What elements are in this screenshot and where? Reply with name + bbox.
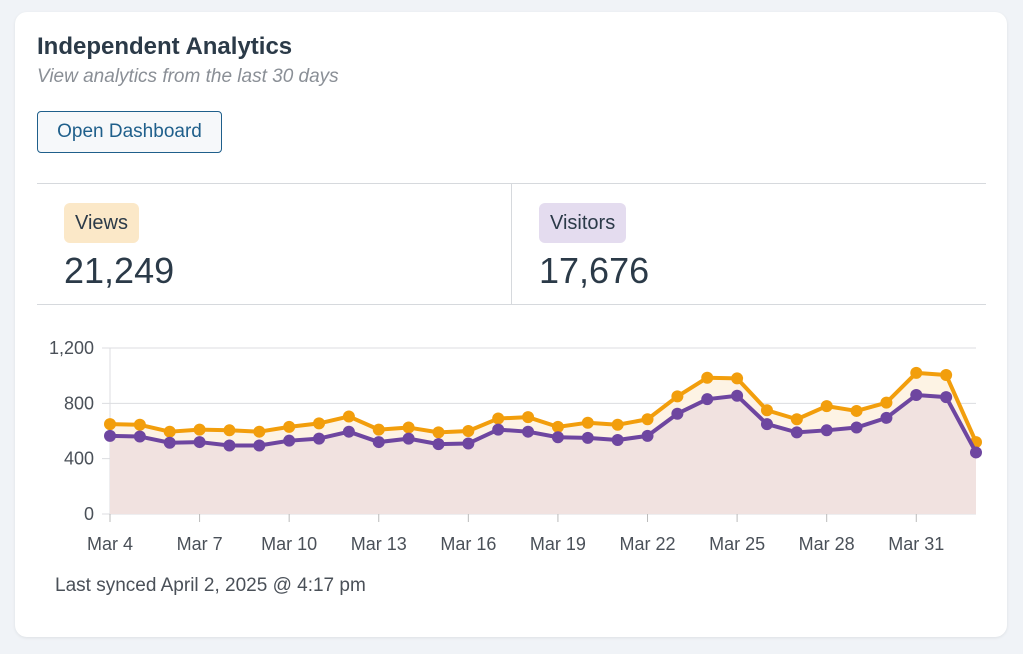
point-visitors [492, 423, 505, 436]
last-synced-text: Last synced April 2, 2025 @ 4:17 pm [55, 575, 366, 596]
point-views [163, 425, 176, 438]
point-visitors [372, 436, 385, 449]
visitors-value: 17,676 [539, 250, 650, 291]
point-visitors [910, 389, 923, 402]
point-visitors [223, 439, 236, 452]
point-views [372, 423, 385, 436]
point-visitors [551, 431, 564, 444]
open-dashboard-button[interactable]: Open Dashboard [37, 111, 222, 153]
views-value: 21,249 [64, 250, 175, 291]
point-visitors [313, 432, 326, 445]
point-views [581, 416, 594, 429]
views-badge: Views [64, 203, 139, 243]
point-visitors [820, 424, 833, 437]
point-views [522, 411, 535, 424]
x-tick-label: Mar 22 [620, 534, 676, 554]
point-views [253, 425, 266, 438]
views-stat: Views 21,249 [37, 184, 511, 304]
point-views [313, 417, 326, 430]
point-visitors [193, 436, 206, 449]
point-views [880, 396, 893, 409]
visitors-badge: Visitors [539, 203, 627, 243]
x-tick-label: Mar 31 [888, 534, 944, 554]
x-tick-label: Mar 19 [530, 534, 586, 554]
point-visitors [402, 432, 415, 445]
point-views [283, 420, 296, 433]
point-visitors [253, 439, 266, 452]
point-visitors [462, 437, 475, 450]
point-views [223, 424, 236, 437]
point-views [133, 418, 146, 431]
point-views [342, 410, 355, 423]
y-tick-label: 0 [84, 504, 94, 524]
x-tick-label: Mar 10 [261, 534, 317, 554]
point-visitors [611, 433, 624, 446]
x-tick-label: Mar 25 [709, 534, 765, 554]
point-views [193, 423, 206, 436]
point-views [462, 425, 475, 437]
point-views [731, 372, 744, 385]
point-visitors [522, 425, 535, 438]
point-visitors [790, 426, 803, 439]
point-visitors [850, 421, 863, 434]
point-visitors [760, 418, 773, 431]
point-visitors [880, 411, 893, 424]
point-views [104, 418, 116, 431]
point-views [790, 413, 803, 426]
point-views [402, 421, 415, 434]
point-visitors [701, 393, 714, 406]
x-tick-label: Mar 7 [177, 534, 223, 554]
x-tick-label: Mar 28 [799, 534, 855, 554]
y-tick-label: 400 [64, 449, 94, 469]
point-views [492, 412, 505, 425]
point-views [641, 413, 654, 426]
point-views [910, 366, 923, 379]
point-views [760, 404, 773, 417]
visitors-stat: Visitors 17,676 [511, 184, 986, 304]
point-views [551, 420, 564, 433]
point-visitors [970, 446, 982, 459]
point-visitors [104, 429, 116, 442]
point-visitors [581, 431, 594, 444]
point-visitors [342, 425, 355, 438]
point-visitors [671, 407, 684, 420]
x-tick-label: Mar 4 [87, 534, 133, 554]
point-views [671, 390, 684, 403]
stats-row: Views 21,249 Visitors 17,676 [37, 183, 986, 305]
point-visitors [940, 391, 953, 404]
point-views [432, 426, 445, 439]
point-visitors [133, 430, 146, 443]
point-visitors [641, 429, 654, 442]
point-visitors [731, 389, 744, 402]
analytics-widget: Independent Analytics View analytics fro… [15, 12, 1007, 637]
x-tick-label: Mar 13 [351, 534, 407, 554]
y-tick-label: 800 [64, 393, 94, 413]
y-tick-label: 1,200 [49, 338, 94, 358]
point-views [820, 400, 833, 413]
point-views [611, 418, 624, 431]
area-visitors [110, 395, 976, 514]
widget-subtitle: View analytics from the last 30 days [37, 66, 339, 87]
widget-title: Independent Analytics [37, 33, 293, 60]
point-visitors [432, 438, 445, 451]
point-views [701, 371, 714, 384]
x-tick-label: Mar 16 [440, 534, 496, 554]
point-visitors [283, 434, 296, 447]
point-visitors [163, 436, 176, 449]
point-views [850, 404, 863, 417]
point-views [940, 368, 953, 381]
